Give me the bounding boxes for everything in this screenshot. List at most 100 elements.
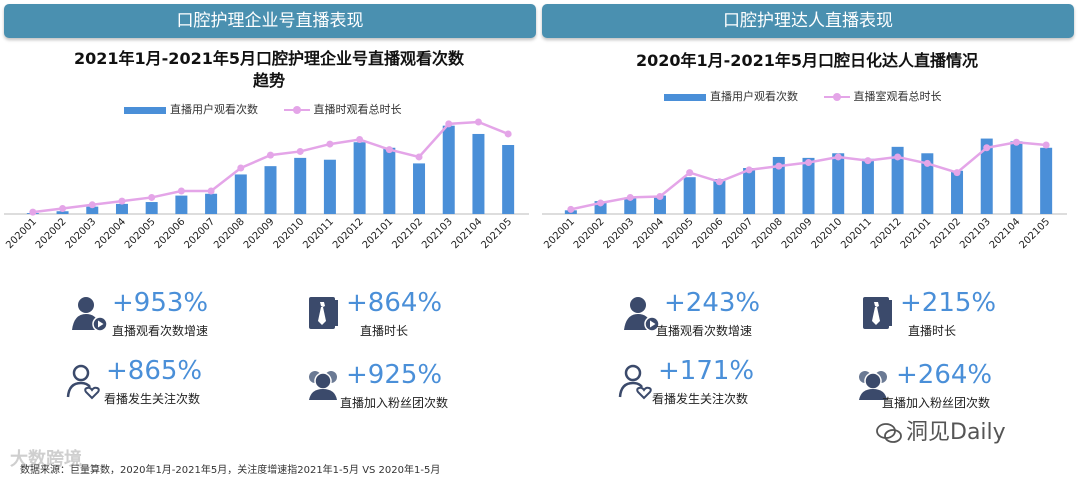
left-tick-label: 202002 <box>34 216 69 251</box>
right-bar-202008 <box>772 156 785 214</box>
left-stat-1: +953% 直播观看次数增速 <box>70 288 280 340</box>
right-banner: 口腔护理达人直播表现 <box>542 4 1074 38</box>
watermark-right: 洞见Daily <box>876 414 1006 446</box>
left-bar-202104 <box>472 133 485 214</box>
left-point-202101 <box>385 146 393 154</box>
left-point-202104 <box>474 118 482 126</box>
right-bar-202009 <box>802 157 815 214</box>
left-tick-label: 202003 <box>64 216 99 251</box>
right-stat-2-label: 直播时长 <box>908 324 957 338</box>
right-tick-label: 202102 <box>928 216 963 251</box>
right-point-202008 <box>775 162 783 170</box>
right-point-202103 <box>983 144 991 152</box>
right-tick-label: 202011 <box>839 216 874 251</box>
left-point-202004 <box>118 197 126 205</box>
left-point-202005 <box>148 193 156 201</box>
left-bar-202011 <box>323 159 336 214</box>
left-bar-202010 <box>294 157 307 214</box>
right-stat-4-label: 直播加入粉丝团次数 <box>882 396 991 410</box>
left-point-202012 <box>356 135 364 143</box>
right-tick-label: 202007 <box>720 216 755 251</box>
right-tick-label: 202104 <box>988 216 1023 251</box>
left-point-202006 <box>177 187 185 195</box>
right-tick-label: 202003 <box>602 216 637 251</box>
right-point-202105 <box>1042 141 1050 149</box>
right-stat-2: +215% 直播时长 <box>858 288 1068 340</box>
right-point-202010 <box>834 153 842 161</box>
right-bar-202004 <box>653 195 666 214</box>
left-stat-4: +925% 直播加入粉丝团次数 <box>304 360 514 412</box>
legend-line-item: 直播时观看总时长 <box>283 101 402 117</box>
left-bar-202002 <box>56 211 69 214</box>
right-point-202004 <box>656 193 664 201</box>
right-stat-3-value: +171% <box>658 356 755 386</box>
right-bar-202007 <box>743 168 756 214</box>
right-tick-label: 202103 <box>958 216 993 251</box>
left-tick-label: 202006 <box>153 216 188 251</box>
right-bar-202104 <box>1010 141 1023 214</box>
tie-book-icon <box>863 297 892 329</box>
right-point-202007 <box>745 166 753 174</box>
right-point-202003 <box>626 193 634 201</box>
right-tick-label: 202004 <box>631 216 666 251</box>
left-bar-202006 <box>175 195 188 214</box>
left-tick-label: 202101 <box>361 216 396 251</box>
group-icon <box>859 371 887 400</box>
legend-bar-item: 直播用户观看次数 <box>124 101 258 117</box>
line-swatch <box>823 93 850 101</box>
left-chart: 2020012020022020032020042020052020062020… <box>4 118 529 251</box>
left-stat-1-value: +953% <box>112 288 209 318</box>
left-tick-label: 202009 <box>242 216 277 251</box>
legend-bar-label: 直播用户观看次数 <box>710 90 798 103</box>
left-bar-202105 <box>502 145 515 214</box>
right-tick-label: 202105 <box>1017 216 1052 251</box>
viewer-play-icon <box>72 297 108 332</box>
right-tick-label: 202002 <box>572 216 607 251</box>
right-tick-label: 202008 <box>750 216 785 251</box>
left-bar-202008 <box>234 174 247 214</box>
tie-book-icon <box>309 297 338 329</box>
right-legend: 直播用户观看次数 直播室观看总时长 <box>664 88 964 104</box>
right-point-202104 <box>1012 138 1020 146</box>
left-tick-label: 202012 <box>331 216 366 251</box>
right-stat-1-label: 直播观看次数增速 <box>656 324 753 338</box>
viewer-play-icon <box>624 297 660 332</box>
left-bar-202101 <box>383 147 396 214</box>
left-title-line2: 趋势 <box>252 71 285 90</box>
right-bar-202105 <box>1040 147 1053 214</box>
wechat-icon <box>876 423 902 443</box>
left-tick-label: 202102 <box>390 216 425 251</box>
right-tick-label: 202009 <box>780 216 815 251</box>
right-point-202011 <box>864 157 872 165</box>
legend-line-label: 直播室观看总时长 <box>853 90 942 103</box>
right-tick-label: 202101 <box>899 216 934 251</box>
left-tick-label: 202007 <box>182 216 217 251</box>
source-note: 数据来源：巨量算数，2020年1月-2021年5月，关注度增速指2021年1-5… <box>20 465 441 476</box>
left-point-202002 <box>59 204 67 212</box>
left-stat-4-value: +925% <box>346 360 443 390</box>
right-bar-202012 <box>891 146 904 214</box>
left-point-202105 <box>504 130 512 138</box>
left-bar-202012 <box>353 142 366 214</box>
left-tick-label: 202103 <box>420 216 455 251</box>
legend-line-label: 直播时观看总时长 <box>313 103 402 116</box>
left-stat-3-value: +865% <box>106 356 203 386</box>
right-panel: 口腔护理达人直播表现 2020年1月-2021年5月口腔日化达人直播情况 直播用… <box>542 0 1074 455</box>
right-stat-3: +171% 看播发生关注次数 <box>616 356 826 408</box>
left-stat-2-label: 直播时长 <box>360 324 409 338</box>
group-icon <box>309 371 337 400</box>
left-stat-4-label: 直播加入粉丝团次数 <box>340 396 449 410</box>
right-tick-label: 202010 <box>810 216 845 251</box>
left-title-line1: 2021年1月-2021年5月口腔护理企业号直播观看次数 <box>74 49 464 68</box>
left-point-202001 <box>29 208 37 216</box>
person-heart-icon <box>618 364 652 400</box>
right-point-202101 <box>923 159 931 167</box>
right-tick-label: 202006 <box>691 216 726 251</box>
left-bar-202103 <box>442 125 455 214</box>
left-panel: 口腔护理企业号直播表现 2021年1月-2021年5月口腔护理企业号直播观看次数… <box>4 0 536 455</box>
left-stat-3-label: 看播发生关注次数 <box>104 392 201 406</box>
right-point-202009 <box>805 158 812 166</box>
left-stat-2: +864% 直播时长 <box>304 288 514 340</box>
right-bar-202003 <box>624 197 637 214</box>
right-point-202005 <box>686 169 694 177</box>
